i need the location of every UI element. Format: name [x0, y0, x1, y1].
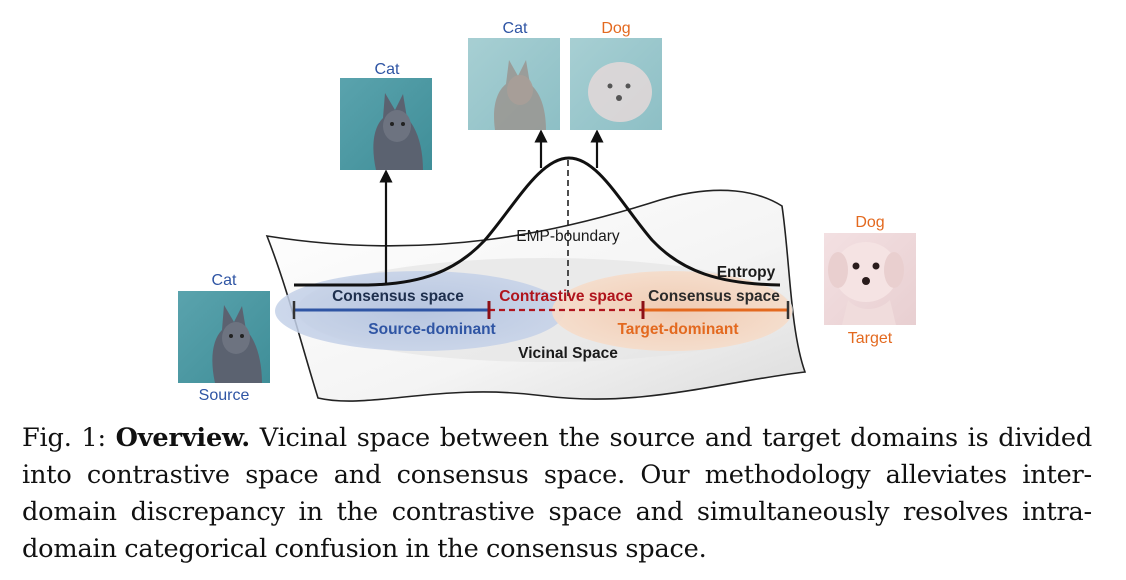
- entropy-curve: [294, 156, 781, 287]
- contrastive-label: Contrastive space: [499, 288, 633, 305]
- cat-top-label: Cat: [503, 20, 528, 37]
- target-dominant-label: Target-dominant: [617, 321, 738, 338]
- target-dog-image: [824, 233, 916, 325]
- cat-mid-label: Cat: [375, 61, 400, 78]
- dog-top-label: Dog: [601, 20, 630, 37]
- source-cat-image: [178, 291, 270, 383]
- source-top-label: Cat: [212, 272, 237, 289]
- cat-top-image: [468, 38, 560, 130]
- consensus-right-label: Consensus space: [648, 288, 780, 305]
- caption-title: Overview.: [115, 423, 251, 453]
- target-bottom-label: Target: [848, 330, 893, 347]
- cat-mid-image: [340, 78, 432, 170]
- overview-figure: Cat Source Cat Cat Dog Dog Target EMP-bo…: [178, 20, 916, 404]
- source-bottom-label: Source: [199, 387, 250, 404]
- vicinal-space-label: Vicinal Space: [518, 345, 618, 362]
- boundary-label: EMP-boundary: [516, 228, 620, 245]
- dog-top-image: [570, 38, 662, 130]
- consensus-left-label: Consensus space: [332, 288, 464, 305]
- entropy-label: Entropy: [717, 264, 776, 281]
- caption-body: Vicinal space between the source and tar…: [22, 423, 1093, 564]
- target-top-label: Dog: [855, 214, 884, 231]
- source-dominant-label: Source-dominant: [368, 321, 495, 338]
- caption-prefix: Fig. 1:: [22, 423, 116, 453]
- figure-caption: Fig. 1: Overview. Vicinal space between …: [22, 420, 1092, 568]
